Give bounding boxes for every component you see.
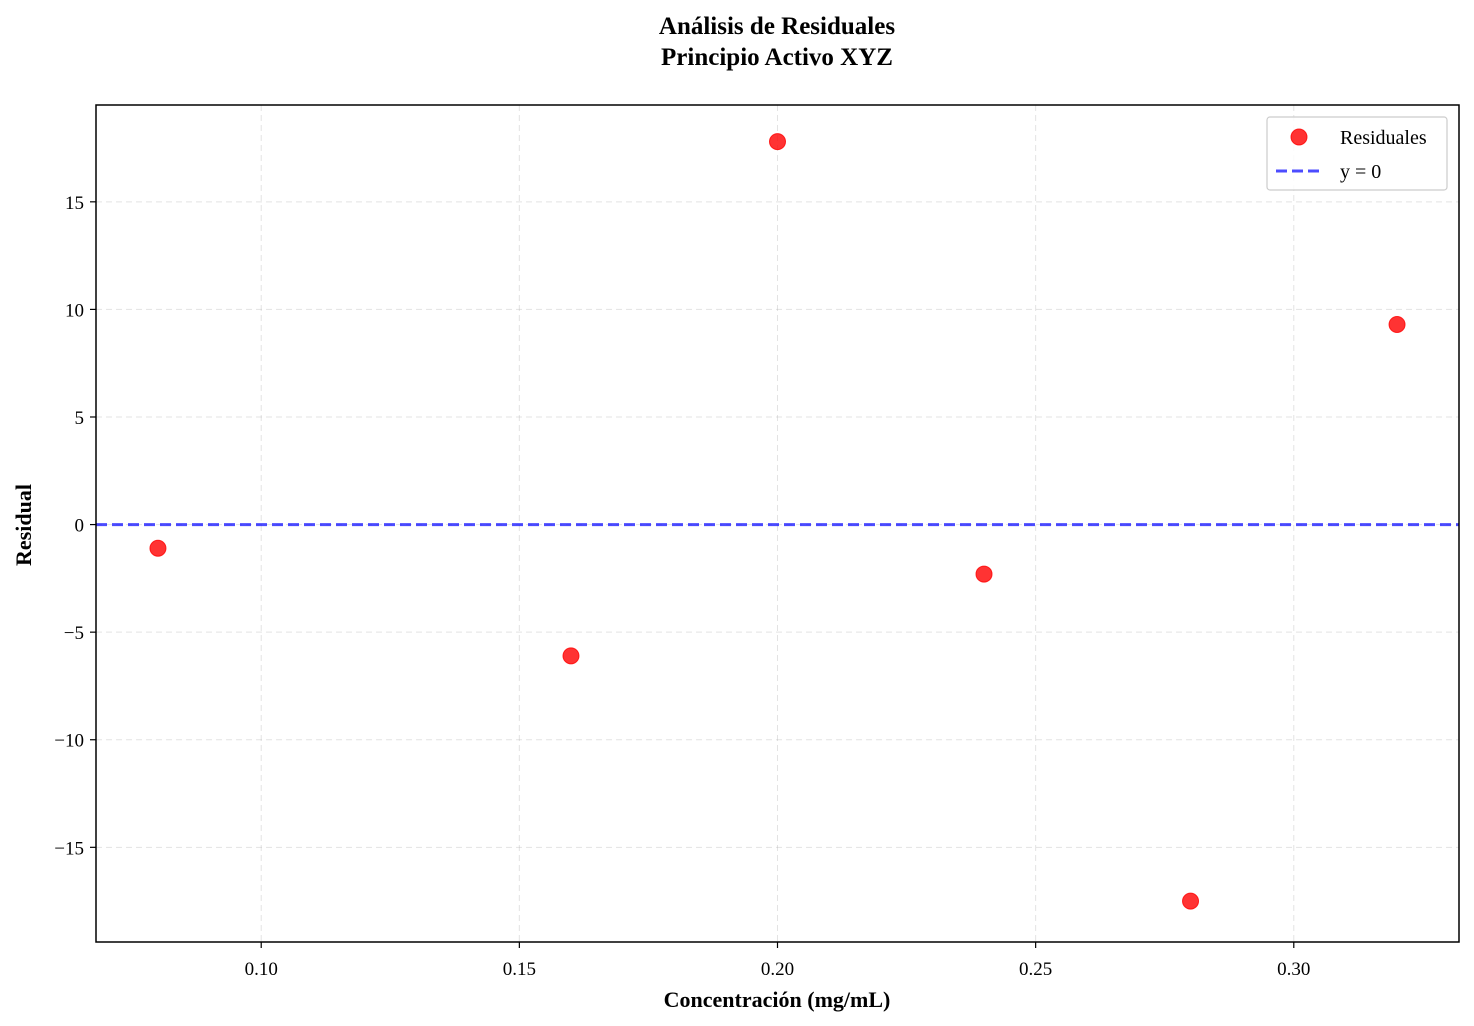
legend: Residuales y = 0 — [1266, 116, 1448, 191]
y-tick-label: 5 — [75, 408, 85, 429]
x-tick-label: 0.25 — [1019, 959, 1052, 980]
x-tick-label: 0.15 — [503, 959, 536, 980]
y-tick-label: −5 — [64, 623, 84, 644]
y-tick-label: 0 — [75, 516, 85, 537]
y-tick-label: −15 — [54, 838, 84, 859]
residual-point — [769, 133, 786, 151]
x-tick-label: 0.20 — [761, 959, 794, 980]
legend-marker-residuales — [1290, 128, 1308, 146]
y-tick-label: −10 — [54, 731, 84, 752]
x-axis-label: Concentración (mg/mL) — [664, 987, 891, 1012]
y-axis-label: Residual — [11, 484, 36, 566]
legend-label-zero-line: y = 0 — [1340, 161, 1381, 183]
x-tick-label: 0.30 — [1277, 959, 1310, 980]
residual-point — [975, 565, 993, 583]
legend-label-residuales: Residuales — [1340, 127, 1427, 149]
points-layer — [149, 133, 1406, 910]
chart-title-line-2: Principio Activo XYZ — [661, 44, 893, 71]
y-tick-label: 15 — [65, 193, 84, 214]
ticks-layer: 0.10 0.15 0.20 0.25 0.30 15 10 5 0 −5 −10 −15 — [54, 193, 1310, 980]
y-tick-label: 10 — [65, 300, 84, 321]
x-tick-label: 0.10 — [245, 959, 278, 980]
residual-point — [149, 539, 167, 557]
residual-point — [1182, 892, 1200, 910]
residual-point — [1388, 315, 1406, 333]
chart-title-line-1: Análisis de Residuales — [659, 13, 895, 40]
residual-point — [562, 647, 580, 665]
